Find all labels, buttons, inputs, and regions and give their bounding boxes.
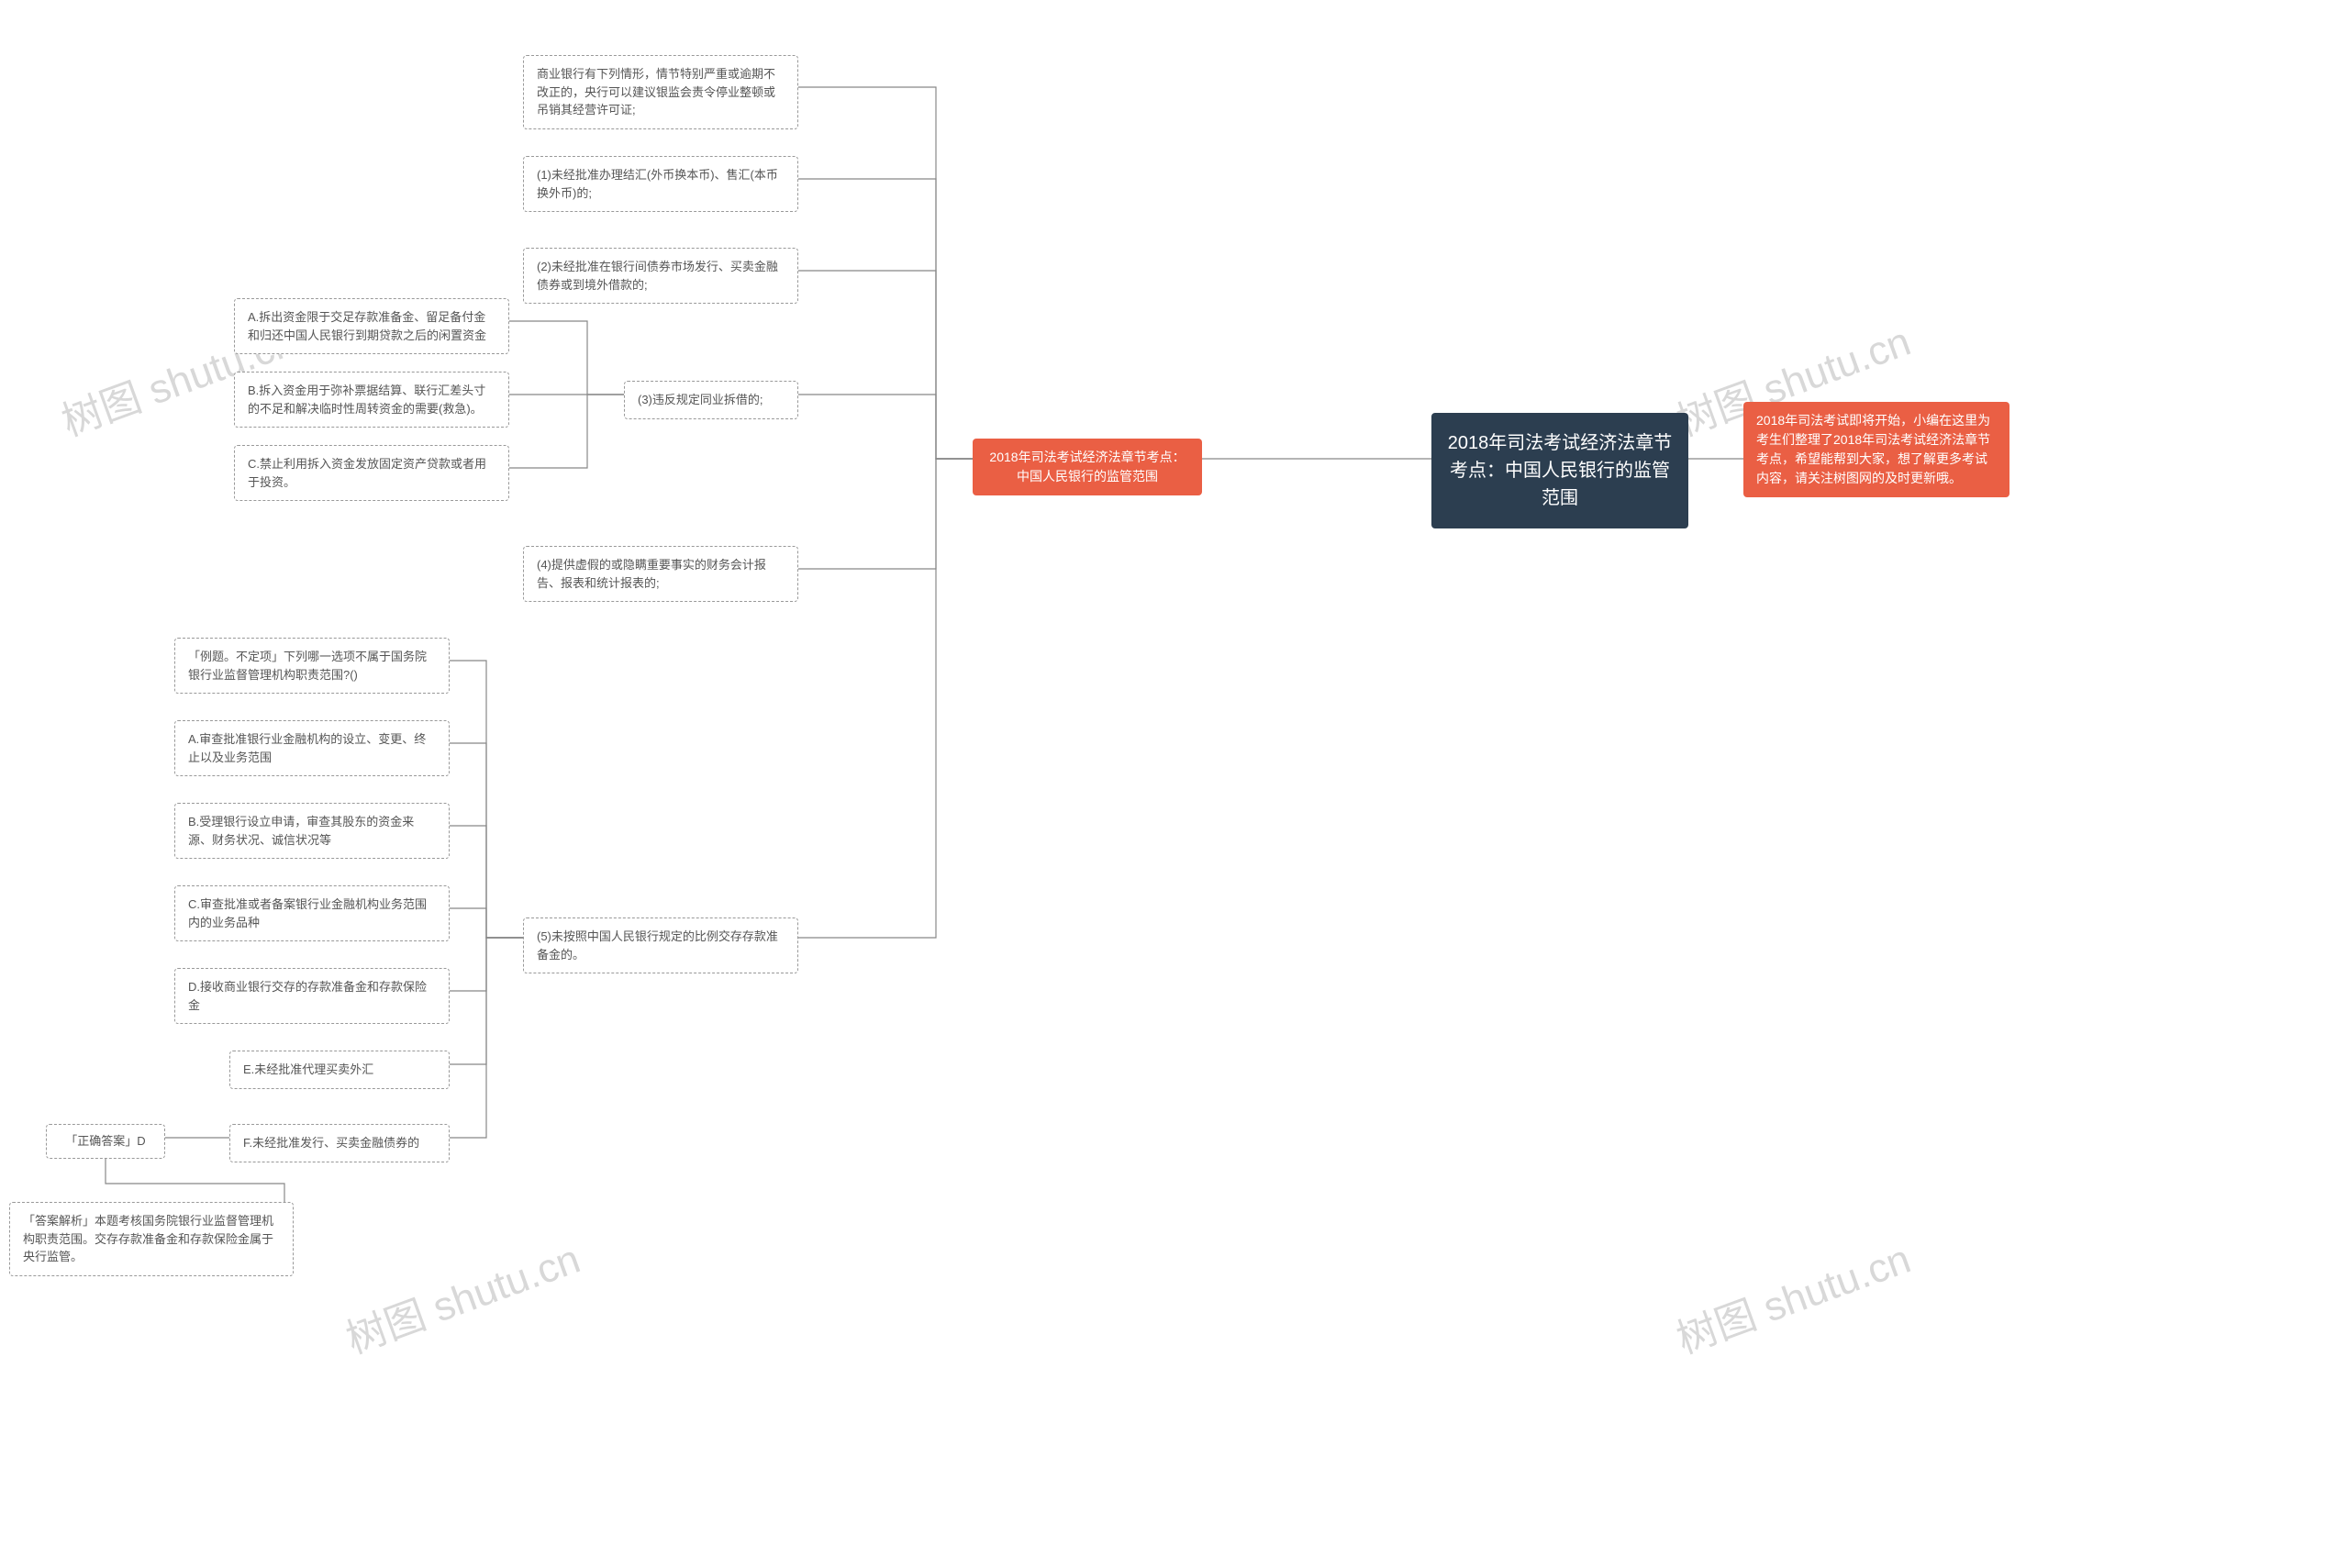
l2-c5-e: E.未经批准代理买卖外汇 bbox=[229, 1051, 450, 1089]
right-branch-node: 2018年司法考试即将开始，小编在这里为考生们整理了2018年司法考试经济法章节… bbox=[1743, 402, 2009, 497]
left-branch-label: 2018年司法考试经济法章节考点：中国人民银行的监管范围 bbox=[973, 439, 1202, 495]
watermark: 树图 shutu.cn bbox=[1667, 1226, 1917, 1364]
l1-child-4: (4)提供虚假的或隐瞒重要事实的财务会计报告、报表和统计报表的; bbox=[523, 546, 798, 602]
l1-child-2: (2)未经批准在银行间债券市场发行、买卖金融债券或到境外借款的; bbox=[523, 248, 798, 304]
l2-c5-example: 「例题。不定项」下列哪一选项不属于国务院银行业监督管理机构职责范围?() bbox=[174, 638, 450, 694]
l2-c3-b: B.拆入资金用于弥补票据结算、联行汇差头寸的不足和解决临时性周转资金的需要(救急… bbox=[234, 372, 509, 428]
watermark: 树图 shutu.cn bbox=[337, 1226, 586, 1364]
l2-c5-c: C.审查批准或者备案银行业金融机构业务范围内的业务品种 bbox=[174, 885, 450, 941]
l2-c5-b: B.受理银行设立申请，审查其股东的资金来源、财务状况、诚信状况等 bbox=[174, 803, 450, 859]
connectors-svg bbox=[0, 0, 2349, 1568]
l1-child-3: (3)违反规定同业拆借的; bbox=[624, 381, 798, 419]
root-node: 2018年司法考试经济法章节考点：中国人民银行的监管范围 bbox=[1431, 413, 1688, 528]
l1-child-5: (5)未按照中国人民银行规定的比例交存存款准备金的。 bbox=[523, 917, 798, 973]
l1-child-1: (1)未经批准办理结汇(外币换本币)、售汇(本币换外币)的; bbox=[523, 156, 798, 212]
l3-answer: 「正确答案」D bbox=[46, 1124, 165, 1159]
l2-c3-a: A.拆出资金限于交足存款准备金、留足备付金和归还中国人民银行到期贷款之后的闲置资… bbox=[234, 298, 509, 354]
l1-child-0: 商业银行有下列情形，情节特别严重或逾期不改正的，央行可以建议银监会责令停业整顿或… bbox=[523, 55, 798, 129]
l2-c5-d: D.接收商业银行交存的存款准备金和存款保险金 bbox=[174, 968, 450, 1024]
l2-c5-a: A.审查批准银行业金融机构的设立、变更、终止以及业务范围 bbox=[174, 720, 450, 776]
l2-c5-f: F.未经批准发行、买卖金融债券的 bbox=[229, 1124, 450, 1162]
l2-c3-c: C.禁止利用拆入资金发放固定资产贷款或者用于投资。 bbox=[234, 445, 509, 501]
l4-explanation: 「答案解析」本题考核国务院银行业监督管理机构职责范围。交存存款准备金和存款保险金… bbox=[9, 1202, 294, 1276]
